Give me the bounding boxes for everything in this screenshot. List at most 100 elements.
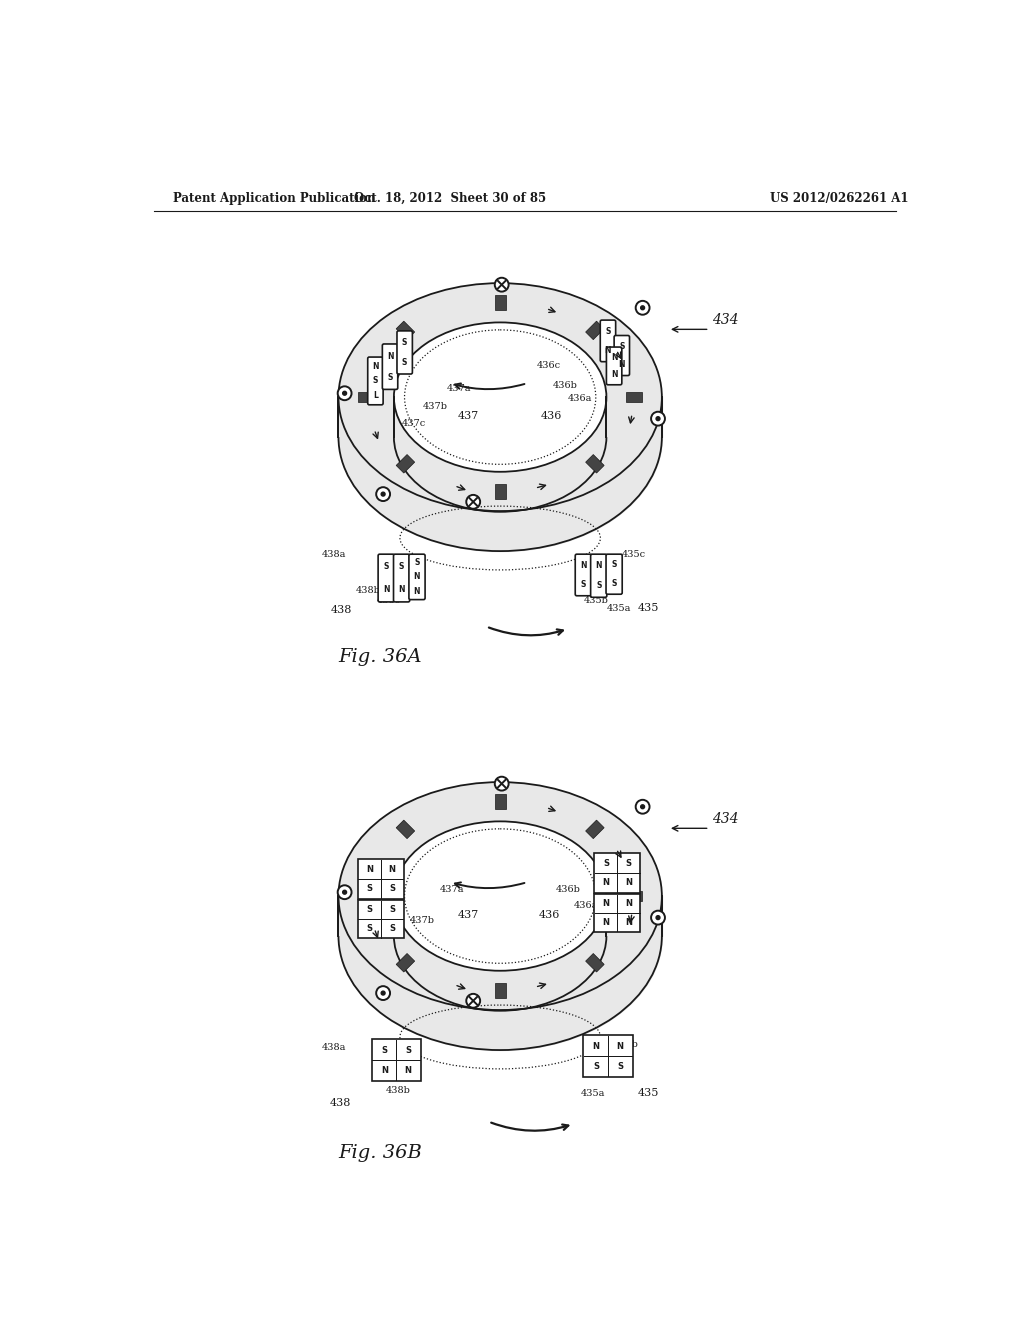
- Text: S: S: [605, 327, 610, 335]
- Polygon shape: [396, 953, 415, 972]
- Circle shape: [636, 800, 649, 813]
- Text: 436a: 436a: [568, 393, 592, 403]
- Polygon shape: [358, 891, 374, 902]
- Text: 437a: 437a: [446, 384, 471, 393]
- FancyBboxPatch shape: [606, 347, 622, 385]
- Text: 437b: 437b: [410, 916, 434, 925]
- Text: 436c: 436c: [538, 360, 561, 370]
- Text: S: S: [373, 376, 378, 385]
- Text: N: N: [387, 351, 393, 360]
- Text: 435a: 435a: [581, 1089, 605, 1098]
- Text: N: N: [602, 878, 609, 887]
- Text: N: N: [398, 585, 404, 594]
- Text: S: S: [402, 358, 408, 367]
- Circle shape: [495, 277, 509, 292]
- Circle shape: [641, 306, 644, 310]
- FancyBboxPatch shape: [584, 1035, 633, 1077]
- Text: N: N: [605, 346, 611, 355]
- Text: S: S: [616, 1061, 623, 1071]
- Text: 438: 438: [331, 606, 352, 615]
- Text: S: S: [387, 372, 393, 381]
- Text: 435b: 435b: [584, 597, 608, 606]
- Text: N: N: [367, 865, 373, 874]
- Polygon shape: [606, 896, 662, 936]
- Polygon shape: [495, 483, 506, 499]
- Text: N: N: [602, 917, 609, 927]
- Text: 436b: 436b: [553, 381, 578, 389]
- Text: S: S: [611, 561, 616, 569]
- Text: S: S: [415, 558, 420, 568]
- Text: 436: 436: [539, 909, 560, 920]
- Text: 438b: 438b: [355, 586, 380, 595]
- Text: S: S: [381, 1045, 387, 1055]
- Text: 435a: 435a: [606, 605, 631, 614]
- Text: L: L: [373, 391, 378, 400]
- Polygon shape: [339, 397, 394, 437]
- Text: N: N: [625, 899, 632, 908]
- Text: N: N: [596, 561, 602, 570]
- Text: S: S: [367, 906, 373, 915]
- Text: N: N: [381, 1065, 388, 1074]
- Text: N: N: [611, 370, 617, 379]
- Text: 438c: 438c: [377, 597, 401, 606]
- FancyBboxPatch shape: [600, 321, 615, 362]
- Text: 436b: 436b: [556, 886, 581, 894]
- Text: S: S: [367, 924, 373, 933]
- Text: N: N: [383, 585, 389, 594]
- Text: Oct. 18, 2012  Sheet 30 of 85: Oct. 18, 2012 Sheet 30 of 85: [354, 191, 546, 205]
- Text: 438b: 438b: [386, 1086, 411, 1096]
- Text: S: S: [603, 859, 609, 867]
- Text: 437b: 437b: [423, 401, 449, 411]
- Text: N: N: [618, 360, 625, 370]
- Ellipse shape: [339, 284, 662, 511]
- Text: N: N: [414, 586, 420, 595]
- Text: S: S: [596, 581, 601, 590]
- Ellipse shape: [394, 821, 606, 970]
- FancyBboxPatch shape: [372, 1039, 421, 1081]
- Polygon shape: [339, 896, 394, 936]
- Text: 436: 436: [541, 411, 561, 421]
- Text: 437: 437: [458, 909, 479, 920]
- Text: N: N: [625, 878, 632, 887]
- Text: S: S: [626, 859, 632, 867]
- FancyBboxPatch shape: [591, 554, 607, 597]
- Polygon shape: [627, 891, 642, 902]
- FancyBboxPatch shape: [397, 331, 413, 374]
- Polygon shape: [586, 953, 604, 972]
- Text: N: N: [611, 352, 617, 362]
- Polygon shape: [495, 982, 506, 998]
- Ellipse shape: [394, 322, 606, 471]
- Text: S: S: [593, 1061, 599, 1071]
- FancyBboxPatch shape: [606, 554, 623, 594]
- Circle shape: [656, 417, 659, 421]
- FancyBboxPatch shape: [409, 554, 425, 599]
- Circle shape: [376, 487, 390, 502]
- Circle shape: [651, 412, 665, 425]
- Text: Patent Application Publication: Patent Application Publication: [173, 191, 376, 205]
- Text: 436a: 436a: [573, 900, 598, 909]
- Text: 434: 434: [712, 812, 738, 826]
- FancyBboxPatch shape: [382, 345, 397, 389]
- Text: S: S: [406, 1045, 412, 1055]
- Circle shape: [641, 805, 644, 809]
- Text: S: S: [389, 906, 395, 915]
- Ellipse shape: [339, 781, 662, 1010]
- Polygon shape: [495, 296, 506, 310]
- Text: 435: 435: [637, 1088, 658, 1098]
- Polygon shape: [396, 820, 415, 838]
- Text: N: N: [593, 1041, 599, 1051]
- Circle shape: [656, 916, 659, 920]
- Text: 437c: 437c: [401, 420, 426, 429]
- Text: S: S: [384, 562, 389, 572]
- Circle shape: [381, 991, 385, 995]
- Text: S: S: [367, 884, 373, 894]
- Text: 438: 438: [330, 1098, 350, 1109]
- Circle shape: [466, 495, 480, 508]
- Text: S: S: [389, 924, 395, 933]
- Circle shape: [381, 492, 385, 496]
- FancyBboxPatch shape: [357, 859, 403, 899]
- Text: N: N: [625, 917, 632, 927]
- Text: N: N: [580, 561, 587, 570]
- Text: 437a: 437a: [440, 886, 465, 894]
- Polygon shape: [586, 820, 604, 838]
